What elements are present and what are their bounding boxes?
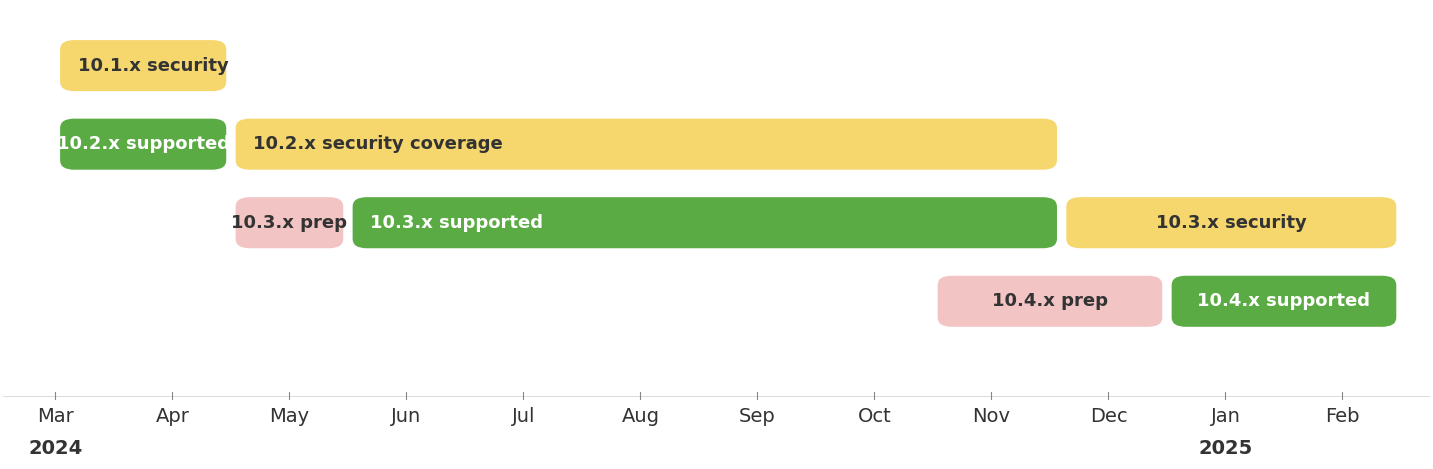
Text: 10.2.x supported: 10.2.x supported [57, 135, 229, 153]
Text: 10.2.x security coverage: 10.2.x security coverage [254, 135, 503, 153]
Text: Apr: Apr [156, 407, 189, 426]
FancyBboxPatch shape [235, 197, 344, 248]
Text: May: May [269, 407, 310, 426]
Text: Dec: Dec [1089, 407, 1128, 426]
Text: Jun: Jun [391, 407, 421, 426]
Text: 10.1.x security: 10.1.x security [77, 57, 228, 75]
Text: Aug: Aug [622, 407, 659, 426]
FancyBboxPatch shape [353, 197, 1058, 248]
Text: 10.3.x security: 10.3.x security [1156, 214, 1307, 232]
Text: Oct: Oct [857, 407, 891, 426]
Text: 10.3.x supported: 10.3.x supported [370, 214, 543, 232]
Text: Sep: Sep [739, 407, 775, 426]
Text: Jul: Jul [512, 407, 535, 426]
FancyBboxPatch shape [1066, 197, 1396, 248]
Text: 2024: 2024 [29, 439, 83, 458]
Text: 2025: 2025 [1198, 439, 1252, 458]
FancyBboxPatch shape [60, 119, 226, 170]
FancyBboxPatch shape [235, 119, 1058, 170]
Text: 10.4.x prep: 10.4.x prep [992, 292, 1108, 310]
FancyBboxPatch shape [937, 276, 1162, 327]
FancyBboxPatch shape [1172, 276, 1396, 327]
Text: Jan: Jan [1211, 407, 1241, 426]
Text: 10.4.x supported: 10.4.x supported [1198, 292, 1370, 310]
Text: Mar: Mar [37, 407, 75, 426]
Text: 10.3.x prep: 10.3.x prep [232, 214, 347, 232]
Text: Nov: Nov [973, 407, 1010, 426]
FancyBboxPatch shape [60, 40, 226, 91]
Text: Feb: Feb [1326, 407, 1360, 426]
